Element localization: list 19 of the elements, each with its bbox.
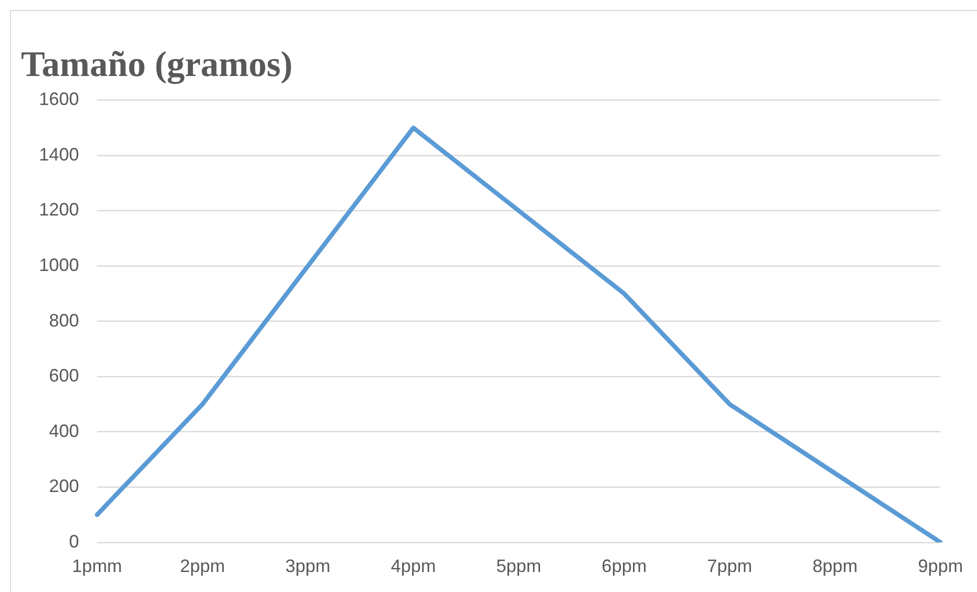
x-tick-label: 8ppm bbox=[812, 556, 858, 576]
y-tick-label: 1000 bbox=[38, 254, 80, 275]
y-tick-label: 1200 bbox=[38, 200, 80, 220]
y-tick-label: 0 bbox=[69, 531, 80, 552]
y-tick-label: 200 bbox=[48, 476, 80, 496]
x-tick-label: 9ppm bbox=[918, 556, 963, 576]
x-tick-label: 4ppm bbox=[390, 556, 436, 576]
x-tick-label: 1pmm bbox=[72, 556, 122, 576]
y-tick-label: 1600 bbox=[38, 89, 80, 110]
chart-title: Tamaño (gramos) bbox=[21, 44, 293, 84]
x-tick-label: 3ppm bbox=[285, 556, 330, 576]
x-tick-label: 2ppm bbox=[180, 556, 225, 576]
y-tick-label: 1400 bbox=[38, 144, 80, 164]
x-tick-label: 6ppm bbox=[602, 556, 647, 576]
x-tick-label: 5ppm bbox=[496, 556, 542, 576]
y-tick-label: 600 bbox=[48, 366, 80, 386]
y-tick-label: 400 bbox=[48, 420, 80, 441]
y-tick-label: 800 bbox=[48, 310, 80, 330]
x-tick-label: 7ppm bbox=[707, 556, 752, 576]
